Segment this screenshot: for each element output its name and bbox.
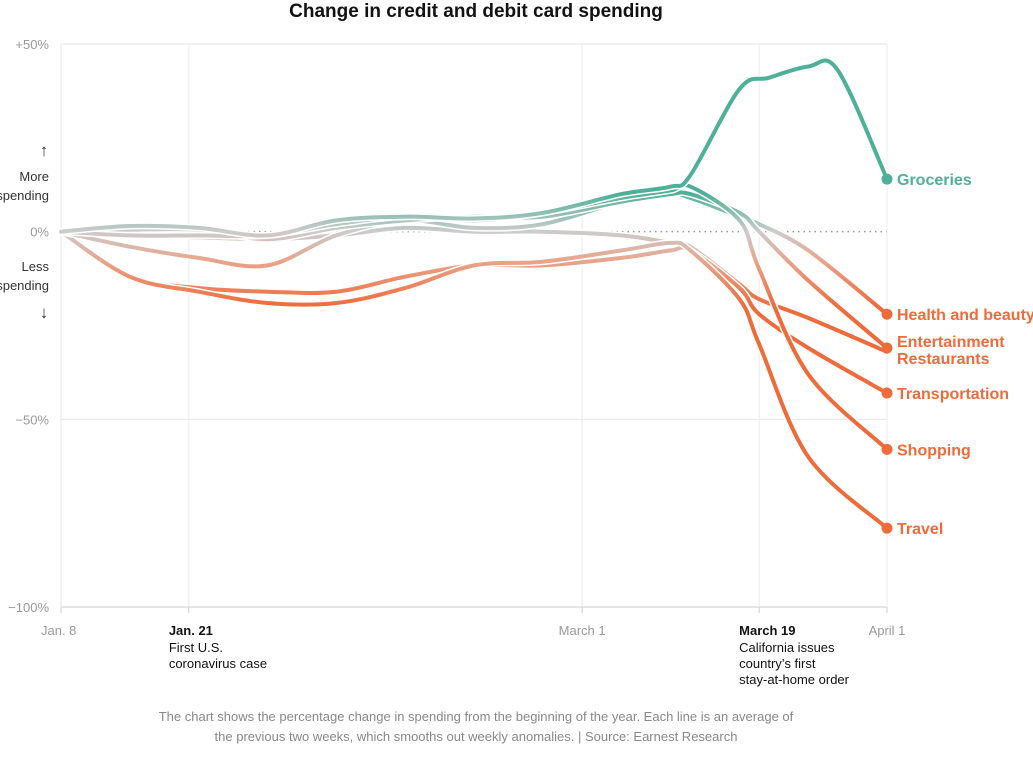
footnote-line: The chart shows the percentage change in… <box>159 709 794 724</box>
series-end-label: Transportation <box>897 386 1009 403</box>
gridlines <box>60 43 888 608</box>
series-lines <box>57 57 891 532</box>
y-tick-label: +50% <box>15 37 49 52</box>
up-arrow-icon: ↑ <box>40 141 49 160</box>
series-end-label: Shopping <box>897 442 971 459</box>
x-tick-label: March 1 <box>559 623 606 638</box>
y-tick-label: −100% <box>8 600 49 615</box>
chart-title: Change in credit and debit card spending <box>289 1 663 22</box>
more-spending-label: More <box>19 169 49 184</box>
series-line-health-and-beauty <box>59 191 889 317</box>
annotation-text: coronavirus case <box>169 656 267 671</box>
series-end-dot <box>881 173 893 185</box>
series-end-label: Restaurants <box>897 351 990 368</box>
series-end-dot <box>881 342 893 354</box>
annotation-text: First U.S. <box>169 640 223 655</box>
x-tick-label: Jan. 21 <box>169 623 213 638</box>
series-line-groceries <box>59 58 889 238</box>
less-spending-label: Less <box>22 259 50 274</box>
y-tick-label: −50% <box>15 412 49 427</box>
less-spending-label: spending <box>0 278 49 293</box>
y-tick-label: 0% <box>30 225 49 240</box>
x-tick-label: Jan. 8 <box>41 623 76 638</box>
series-line-travel <box>59 229 889 531</box>
annotation-text: country’s first <box>739 656 816 671</box>
series-end-dot <box>881 308 893 320</box>
footnote: The chart shows the percentage change in… <box>159 709 794 744</box>
series-end-label: Travel <box>897 521 943 538</box>
series-end-dot <box>881 443 893 455</box>
annotation-text: California issues <box>739 640 835 655</box>
series-end-label: Groceries <box>897 172 972 189</box>
series-end-labels: Groceries Health and beauty EntertainmentR… <box>881 172 1033 538</box>
axes: +50% 0% −50% −100% Jan. 8 Jan. 21 March 1 March… <box>0 37 905 638</box>
series-line-halo <box>57 57 891 240</box>
series-end-label: Health and beauty <box>897 307 1033 324</box>
down-arrow-icon: ↓ <box>40 303 49 322</box>
series-end-dot <box>881 387 893 399</box>
annotations: First U.S.coronavirus case California iss… <box>169 640 850 687</box>
series-end-dot <box>881 522 893 534</box>
more-spending-label: spending <box>0 188 49 203</box>
series-end-label: Entertainment <box>897 334 1005 351</box>
footnote-line: the previous two weeks, which smooths ou… <box>215 729 738 744</box>
x-tick-label: March 19 <box>739 623 795 638</box>
x-tick-label: April 1 <box>869 623 906 638</box>
annotation-text: stay-at-home order <box>739 672 849 687</box>
